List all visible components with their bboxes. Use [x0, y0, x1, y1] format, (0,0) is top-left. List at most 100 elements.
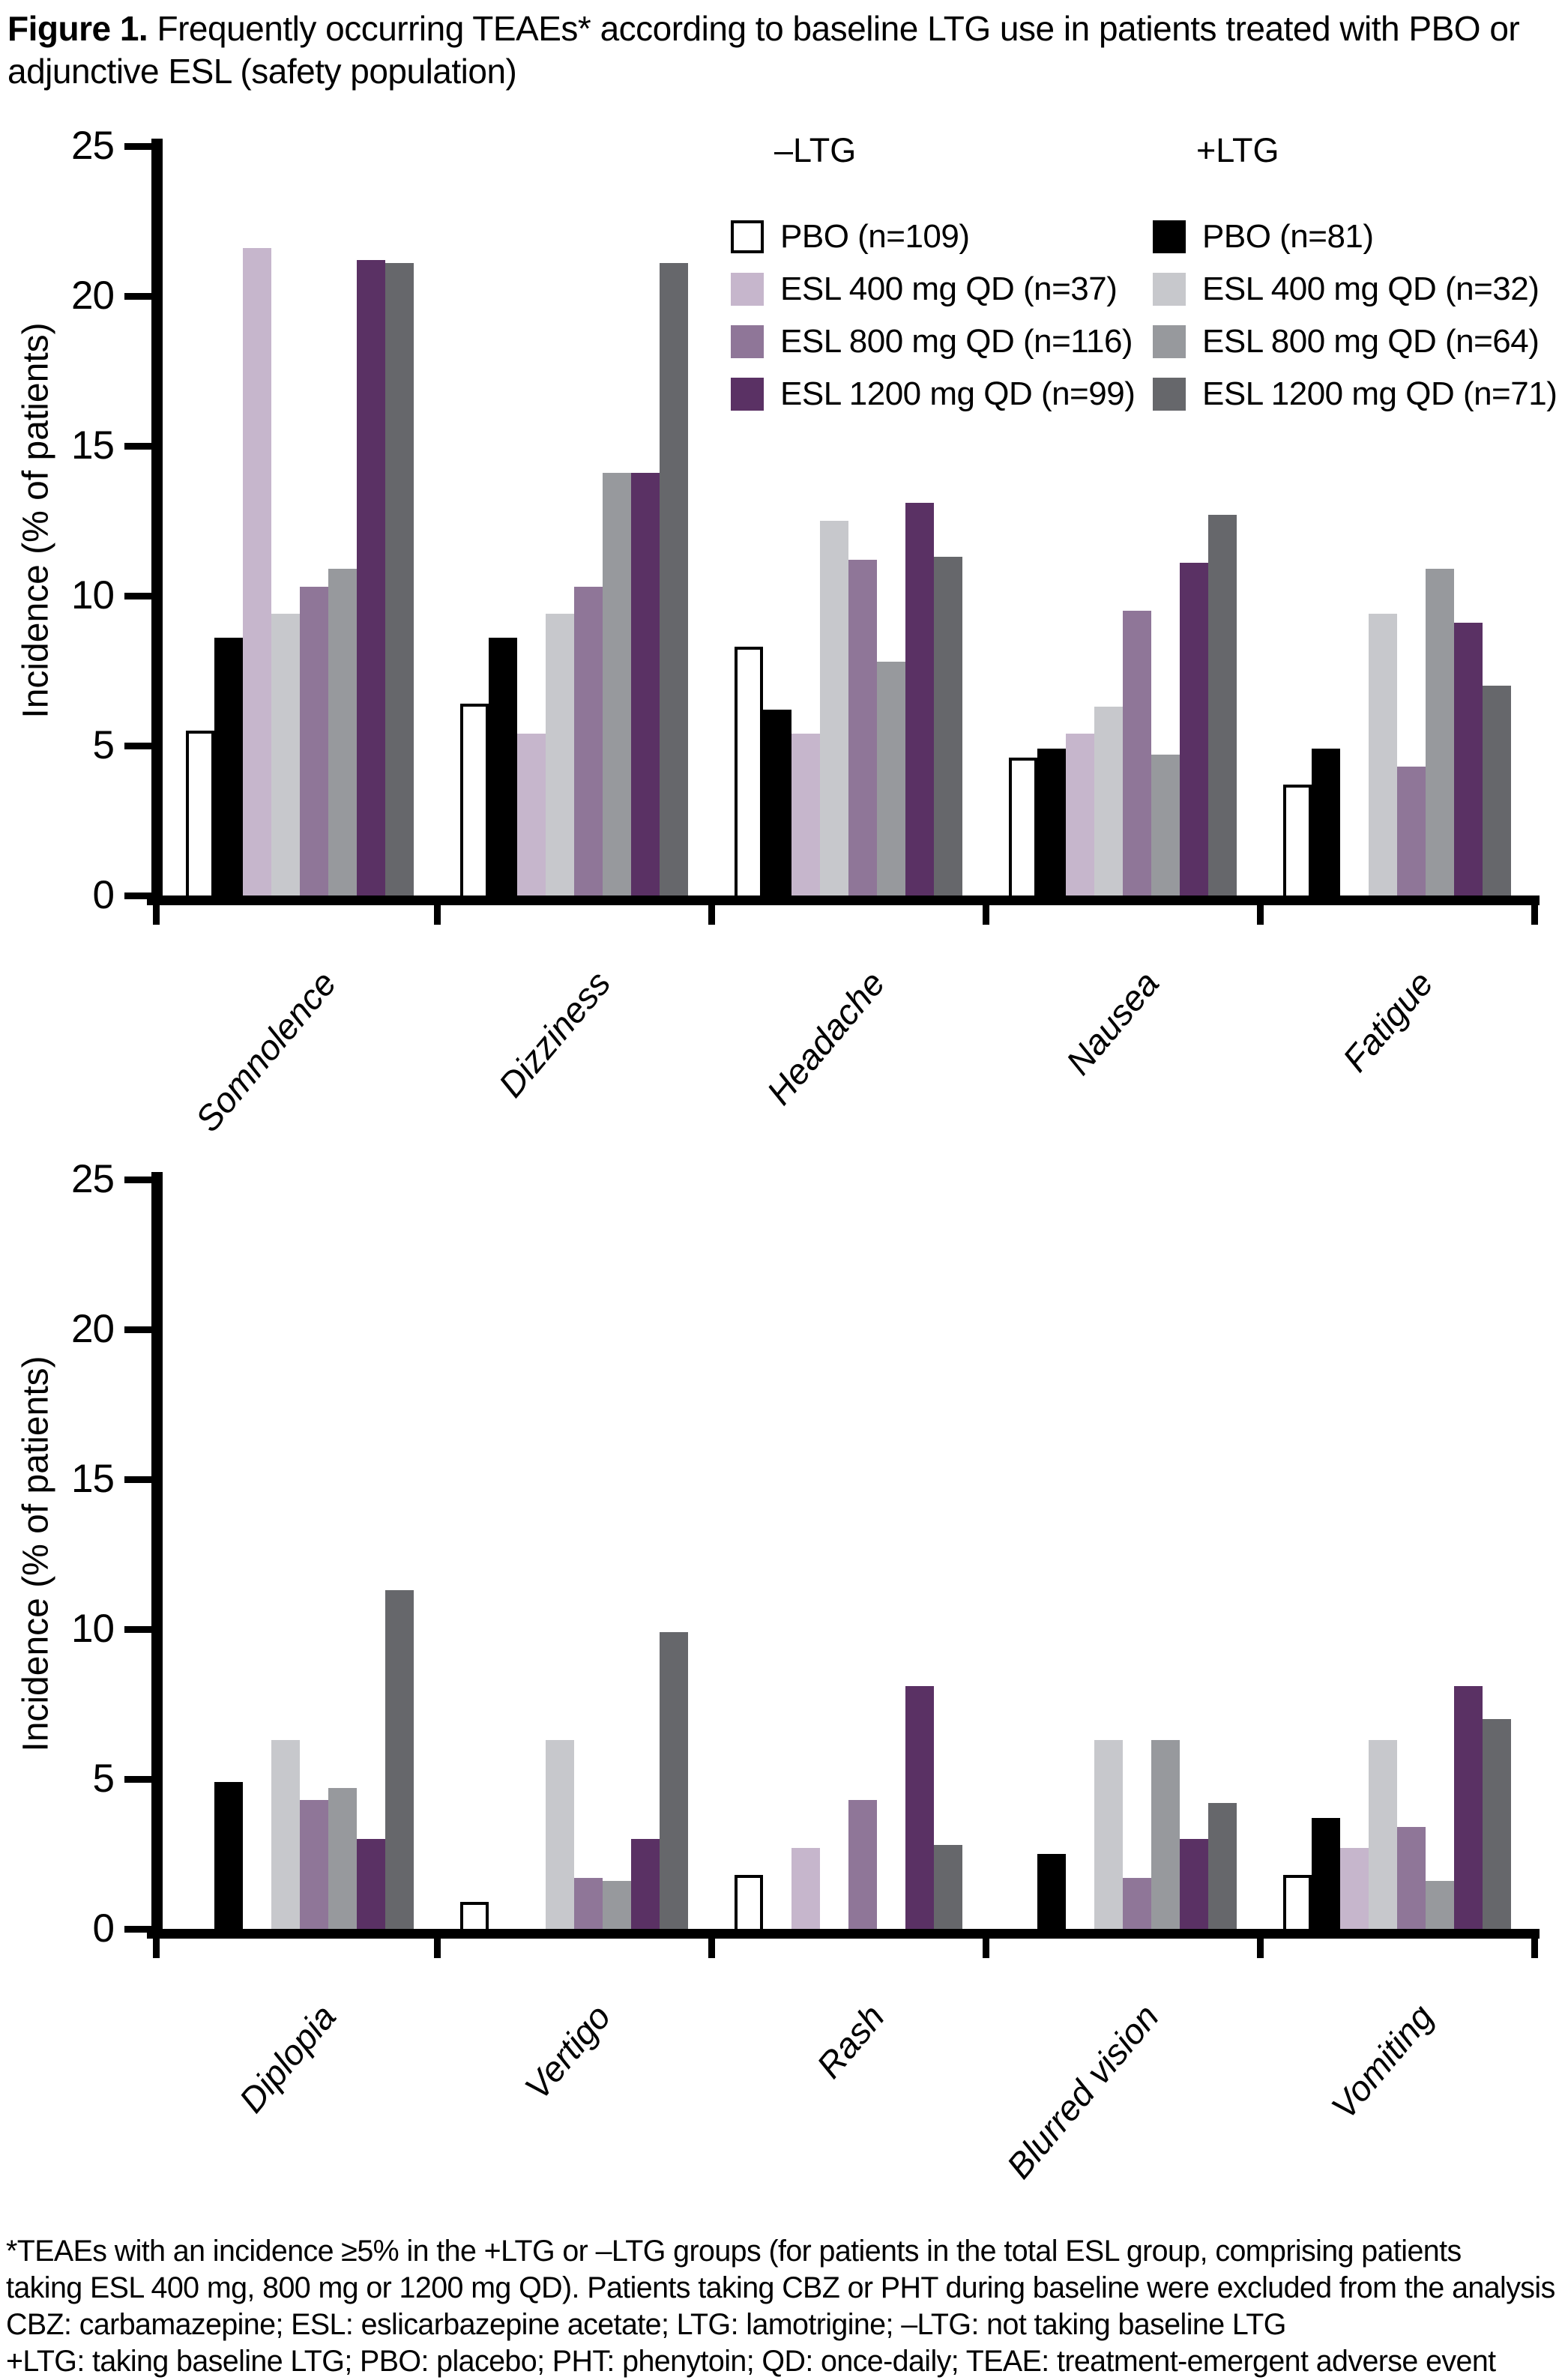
bar: [1283, 1875, 1312, 1929]
bar-slot: [385, 1180, 414, 1929]
x-axis-tick: [708, 905, 715, 925]
bar: [1009, 758, 1037, 895]
bar-slot: [1208, 1180, 1237, 1929]
y-axis-line: [151, 139, 163, 905]
bar-slot: [1066, 146, 1094, 895]
category-group: [1260, 1180, 1534, 1929]
bar-slot: [1283, 146, 1312, 895]
category-group: [986, 1180, 1260, 1929]
x-axis-tick: [1531, 1939, 1538, 1958]
bar-slot: [546, 146, 574, 895]
category-group: [163, 1180, 437, 1929]
bar-slot: [631, 1180, 660, 1929]
bar: [1123, 611, 1151, 895]
bar: [243, 248, 271, 895]
bar-slot: [328, 146, 357, 895]
legend-swatch-icon: [731, 220, 764, 253]
legend-item: ESL 1200 mg QD (n=71): [1153, 368, 1558, 420]
y-axis-tick: [124, 1776, 151, 1783]
bar-slot: [1123, 146, 1151, 895]
bar: [489, 638, 517, 895]
category-group: [437, 1180, 711, 1929]
bar: [385, 1590, 414, 1929]
x-axis-tick: [153, 905, 160, 925]
legend-item: ESL 1200 mg QD (n=99): [731, 368, 1136, 420]
bar: [574, 1878, 603, 1929]
bar-slot: [603, 146, 631, 895]
bar: [1454, 1686, 1483, 1929]
bar-slot: [631, 146, 660, 895]
y-axis-title: Incidence (% of patients): [16, 1356, 56, 1752]
bar-slot: [1037, 1180, 1066, 1929]
bar-slot: [546, 1180, 574, 1929]
x-category-label: Somnolence: [187, 963, 344, 1139]
bar-slot: [574, 146, 603, 895]
legend-column-plus-ltg: +LTG PBO (n=81) ESL 400 mg QD (n=32) ESL 8…: [1153, 131, 1558, 420]
bar-slot: [603, 1180, 631, 1929]
bar-slot: [271, 146, 300, 895]
legend-item: ESL 800 mg QD (n=116): [731, 315, 1135, 368]
bar-slot: [1397, 146, 1426, 895]
bar: [1283, 785, 1312, 895]
y-tick-label: 20: [71, 1307, 115, 1351]
legend-swatch-icon: [731, 325, 764, 358]
legend-swatch-icon: [731, 378, 764, 411]
x-axis-tick: [708, 1939, 715, 1958]
bar: [1397, 1827, 1426, 1929]
bar-slot: [763, 146, 791, 895]
bar: [1340, 1848, 1369, 1929]
legend-item-label: ESL 800 mg QD (n=116): [780, 323, 1133, 360]
bar-slot: [357, 146, 385, 895]
x-axis-tick: [983, 1939, 989, 1958]
bar-slot: [243, 146, 271, 895]
bar-slot: [300, 1180, 328, 1929]
bar-slot: [489, 1180, 517, 1929]
y-axis-tick: [124, 1177, 151, 1183]
legend-header-minus-ltg: –LTG: [774, 131, 857, 169]
legend-swatch-icon: [1153, 378, 1186, 411]
y-axis-tick: [124, 1326, 151, 1333]
legend-item: ESL 400 mg QD (n=37): [731, 263, 1135, 315]
bar: [574, 587, 603, 895]
bar-slot: [660, 1180, 688, 1929]
bar: [735, 1875, 763, 1929]
category-group: [163, 146, 437, 895]
bar-slot: [385, 146, 414, 895]
bar: [517, 734, 546, 895]
bar: [1454, 623, 1483, 895]
bar-slot: [1094, 146, 1123, 895]
bar: [214, 638, 243, 895]
bar-slot: [271, 1180, 300, 1929]
bar: [1066, 734, 1094, 895]
bar-slot: [1454, 146, 1483, 895]
teae-chart-panel-bottom: Incidence (% of patients) 0 5 10 15 20 25 Dipl…: [0, 1157, 1559, 2349]
bar: [848, 1800, 877, 1929]
legend-items-minus-ltg: PBO (n=109) ESL 400 mg QD (n=37) ESL 800 m…: [731, 211, 1136, 420]
figure-footnote: *TEAEs with an incidence ≥5% in the +LTG…: [6, 2233, 1558, 2380]
bar-slot: [1426, 146, 1454, 895]
bar-slot: [517, 146, 546, 895]
legend-item-label: ESL 400 mg QD (n=37): [780, 271, 1118, 307]
bar-slot: [460, 1180, 489, 1929]
bar: [460, 1902, 489, 1929]
bar: [1483, 686, 1511, 895]
bar-slot: [877, 1180, 905, 1929]
x-axis-tick: [434, 1939, 441, 1958]
legend-swatch-icon: [731, 273, 764, 306]
bar: [385, 263, 414, 895]
category-group: [711, 146, 986, 895]
bar-slot: [1180, 1180, 1208, 1929]
bar: [848, 560, 877, 895]
bar: [300, 587, 328, 895]
x-axis-line: [147, 1929, 1540, 1939]
bar-slot: [1151, 1180, 1180, 1929]
bar-slot: [735, 146, 763, 895]
teae-chart-panel-top: Incidence (% of patients) –LTG PBO (n=10…: [0, 124, 1559, 1315]
bar-slot: [1312, 146, 1340, 895]
legend-item-label: ESL 1200 mg QD (n=71): [1202, 375, 1558, 412]
bar: [271, 614, 300, 895]
bar-slot: [848, 146, 877, 895]
bar: [1180, 1839, 1208, 1929]
bar: [1312, 749, 1340, 895]
y-axis-tick: [124, 1926, 151, 1933]
